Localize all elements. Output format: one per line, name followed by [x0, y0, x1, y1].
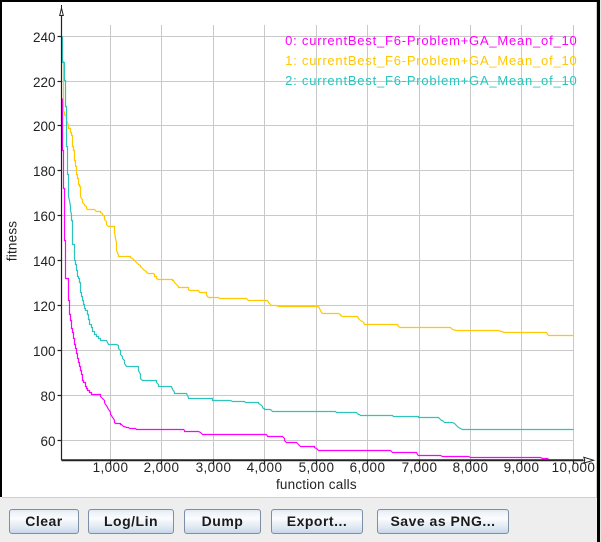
svg-text:4,000: 4,000 [247, 460, 283, 475]
svg-text:10,000: 10,000 [552, 460, 596, 475]
svg-text:80: 80 [40, 389, 55, 404]
svg-text:60: 60 [40, 434, 55, 449]
svg-text:8,000: 8,000 [453, 460, 489, 475]
svg-text:200: 200 [33, 119, 56, 134]
svg-text:function calls: function calls [276, 477, 357, 492]
svg-text:0: currentBest_F6-Problem+GA_M: 0: currentBest_F6-Problem+GA_Mean_of_10 [285, 33, 577, 48]
svg-text:2,000: 2,000 [144, 460, 180, 475]
svg-text:160: 160 [33, 209, 56, 224]
svg-text:6,000: 6,000 [350, 460, 386, 475]
svg-text:5,000: 5,000 [299, 460, 335, 475]
svg-text:1,000: 1,000 [93, 460, 129, 475]
svg-text:100: 100 [33, 344, 56, 359]
svg-text:3,000: 3,000 [196, 460, 232, 475]
svg-text:2: currentBest_F6-Problem+GA_M: 2: currentBest_F6-Problem+GA_Mean_of_10 [285, 73, 577, 88]
svg-text:120: 120 [33, 299, 56, 314]
svg-text:240: 240 [33, 30, 56, 45]
svg-text:1: currentBest_F6-Problem+GA_M: 1: currentBest_F6-Problem+GA_Mean_of_10 [285, 53, 577, 68]
svg-text:140: 140 [33, 254, 56, 269]
svg-text:7,000: 7,000 [402, 460, 438, 475]
svg-text:fitness: fitness [5, 221, 20, 261]
svg-text:220: 220 [33, 75, 56, 90]
svg-text:180: 180 [33, 164, 56, 179]
svg-text:9,000: 9,000 [504, 460, 540, 475]
